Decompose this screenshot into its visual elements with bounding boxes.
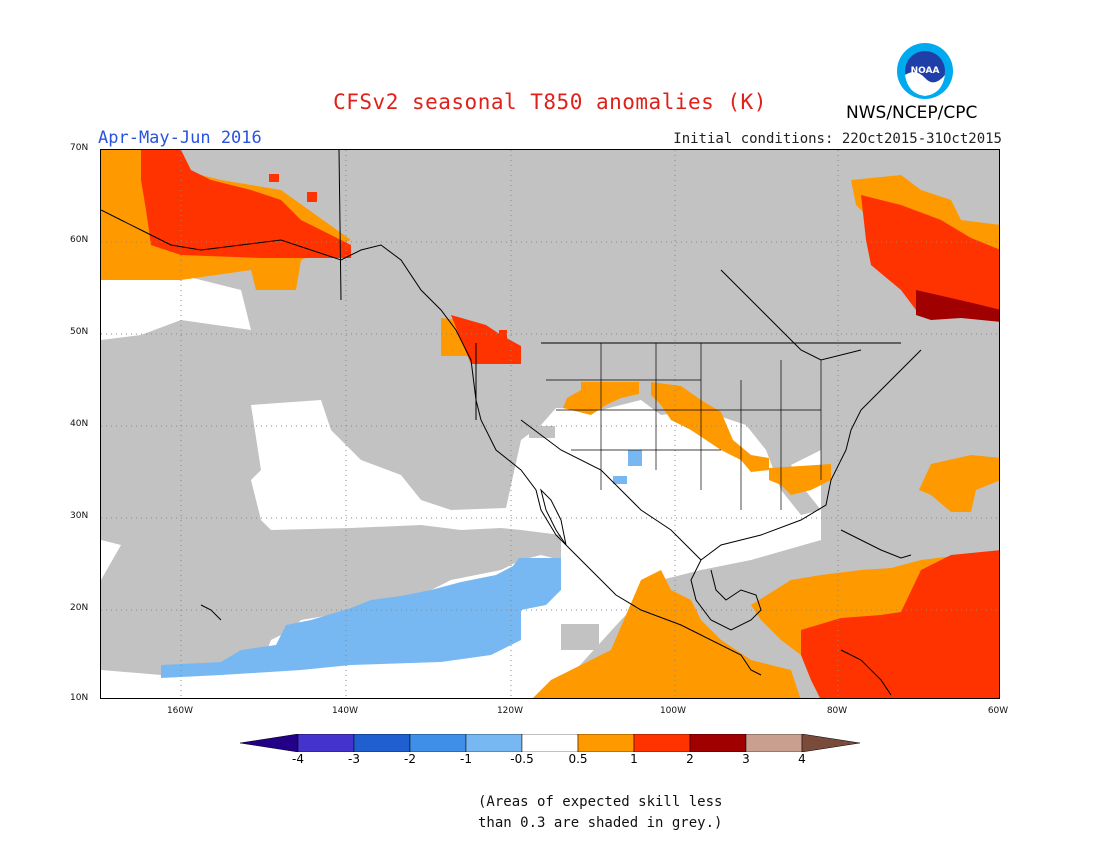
graticule (101, 150, 999, 698)
legend-label: -2 (404, 752, 416, 766)
legend-label: -4 (292, 752, 304, 766)
neutral-region (101, 270, 251, 340)
legend-swatch-lt-4 (239, 733, 299, 753)
legend-swatch (577, 733, 635, 753)
skill-note: (Areas of expected skill less than 0.3 a… (478, 792, 722, 834)
lat-label: 10N (70, 693, 89, 703)
agency-label: NWS/NCEP/CPC (846, 103, 978, 123)
lat-label: 40N (70, 419, 89, 429)
cool-anomaly-region (613, 476, 627, 484)
legend-label: 3 (742, 752, 750, 766)
strong-warm-anomaly-region (499, 330, 507, 338)
low-skill-grey-area (561, 624, 599, 650)
very-strong-warm-anomaly-region (916, 290, 999, 322)
skill-note-line: (Areas of expected skill less (478, 794, 723, 810)
legend-swatch (689, 733, 747, 753)
legend-swatch (297, 733, 355, 753)
anomaly-map (100, 149, 1000, 699)
cool-anomaly-region (628, 450, 642, 466)
lat-label: 50N (70, 327, 89, 337)
legend-label: -1 (460, 752, 472, 766)
legend-swatch (353, 733, 411, 753)
lat-label: 70N (70, 143, 89, 153)
legend-swatch-gt-4 (801, 733, 861, 753)
strong-warm-anomaly-region (141, 150, 351, 258)
legend-label: 2 (686, 752, 694, 766)
lon-label: 60W (987, 706, 1009, 716)
low-skill-grey-area (529, 426, 555, 438)
lon-label: 80W (826, 706, 848, 716)
legend-swatch (633, 733, 691, 753)
initial-conditions-label: Initial conditions: 22Oct2015-31Oct2015 (673, 131, 1002, 147)
noaa-logo-icon: NOAA (896, 42, 954, 100)
lat-label: 60N (70, 235, 89, 245)
lat-label: 20N (70, 603, 89, 613)
lon-label: 140W (331, 706, 359, 716)
strong-warm-anomaly-region (861, 195, 999, 310)
neutral-region (101, 540, 121, 580)
strong-warm-anomaly-region (307, 192, 317, 202)
state-borders (546, 343, 822, 510)
warm-anomaly-region (769, 464, 831, 495)
legend-label: 4 (798, 752, 806, 766)
warm-anomaly-region (533, 570, 801, 698)
season-label: Apr-May-Jun 2016 (98, 128, 262, 148)
cool-anomaly-region (161, 558, 561, 678)
legend-swatch (409, 733, 467, 753)
legend-swatch (465, 733, 523, 753)
legend-swatch (745, 733, 803, 753)
lon-label: 120W (496, 706, 524, 716)
lat-label: 30N (70, 511, 89, 521)
strong-warm-anomaly-region (451, 315, 521, 364)
legend-label: 1 (630, 752, 638, 766)
coastlines (101, 150, 922, 696)
skill-note-line: than 0.3 are shaded in grey.) (478, 815, 723, 831)
lon-label: 160W (166, 706, 194, 716)
legend-swatch (521, 733, 579, 753)
color-legend (239, 733, 862, 756)
map-title: CFSv2 seasonal T850 anomalies (K) (333, 90, 767, 114)
warm-anomaly-region (651, 382, 769, 472)
legend-label: 0.5 (568, 752, 588, 766)
warm-anomaly-region (919, 455, 999, 512)
lon-label: 100W (659, 706, 687, 716)
strong-warm-anomaly-region (269, 174, 279, 182)
neutral-region (101, 400, 821, 698)
legend-label: -0.5 (510, 752, 534, 766)
legend-label: -3 (348, 752, 360, 766)
logo-text: NOAA (911, 66, 940, 76)
strong-warm-anomaly-region (801, 550, 999, 698)
